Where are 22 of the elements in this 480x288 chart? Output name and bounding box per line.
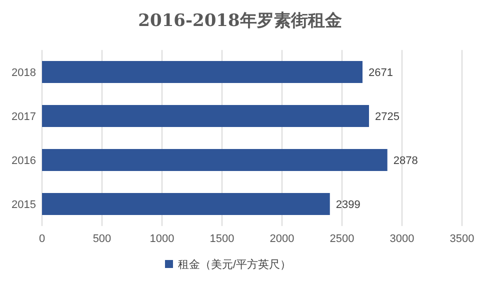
x-tick-label: 0: [38, 233, 46, 245]
chart-title: 2016-2018年罗素街租金: [138, 11, 342, 31]
bar: [42, 149, 388, 171]
y-tick-label: 2018: [12, 67, 36, 79]
y-tick-label: 2017: [12, 111, 36, 123]
data-label: 2399: [336, 199, 360, 211]
bar: [42, 105, 369, 127]
data-label: 2878: [393, 155, 418, 167]
y-tick-label: 2016: [12, 155, 36, 167]
y-tick-label: 2015: [12, 199, 36, 211]
x-tick-label: 3500: [450, 233, 474, 245]
legend-label: 租金（美元/平方英尺）: [178, 258, 292, 271]
data-label: 2725: [375, 111, 400, 123]
x-tick-label: 1000: [150, 233, 174, 245]
x-tick-label: 2000: [270, 233, 294, 245]
x-tick-label: 2500: [330, 233, 354, 245]
x-tick-label: 1500: [210, 233, 234, 245]
bar: [42, 193, 330, 215]
data-label: 2671: [368, 67, 394, 79]
x-tick-label: 500: [92, 233, 112, 245]
x-tick-label: 3000: [390, 233, 414, 245]
bar: [42, 61, 363, 83]
